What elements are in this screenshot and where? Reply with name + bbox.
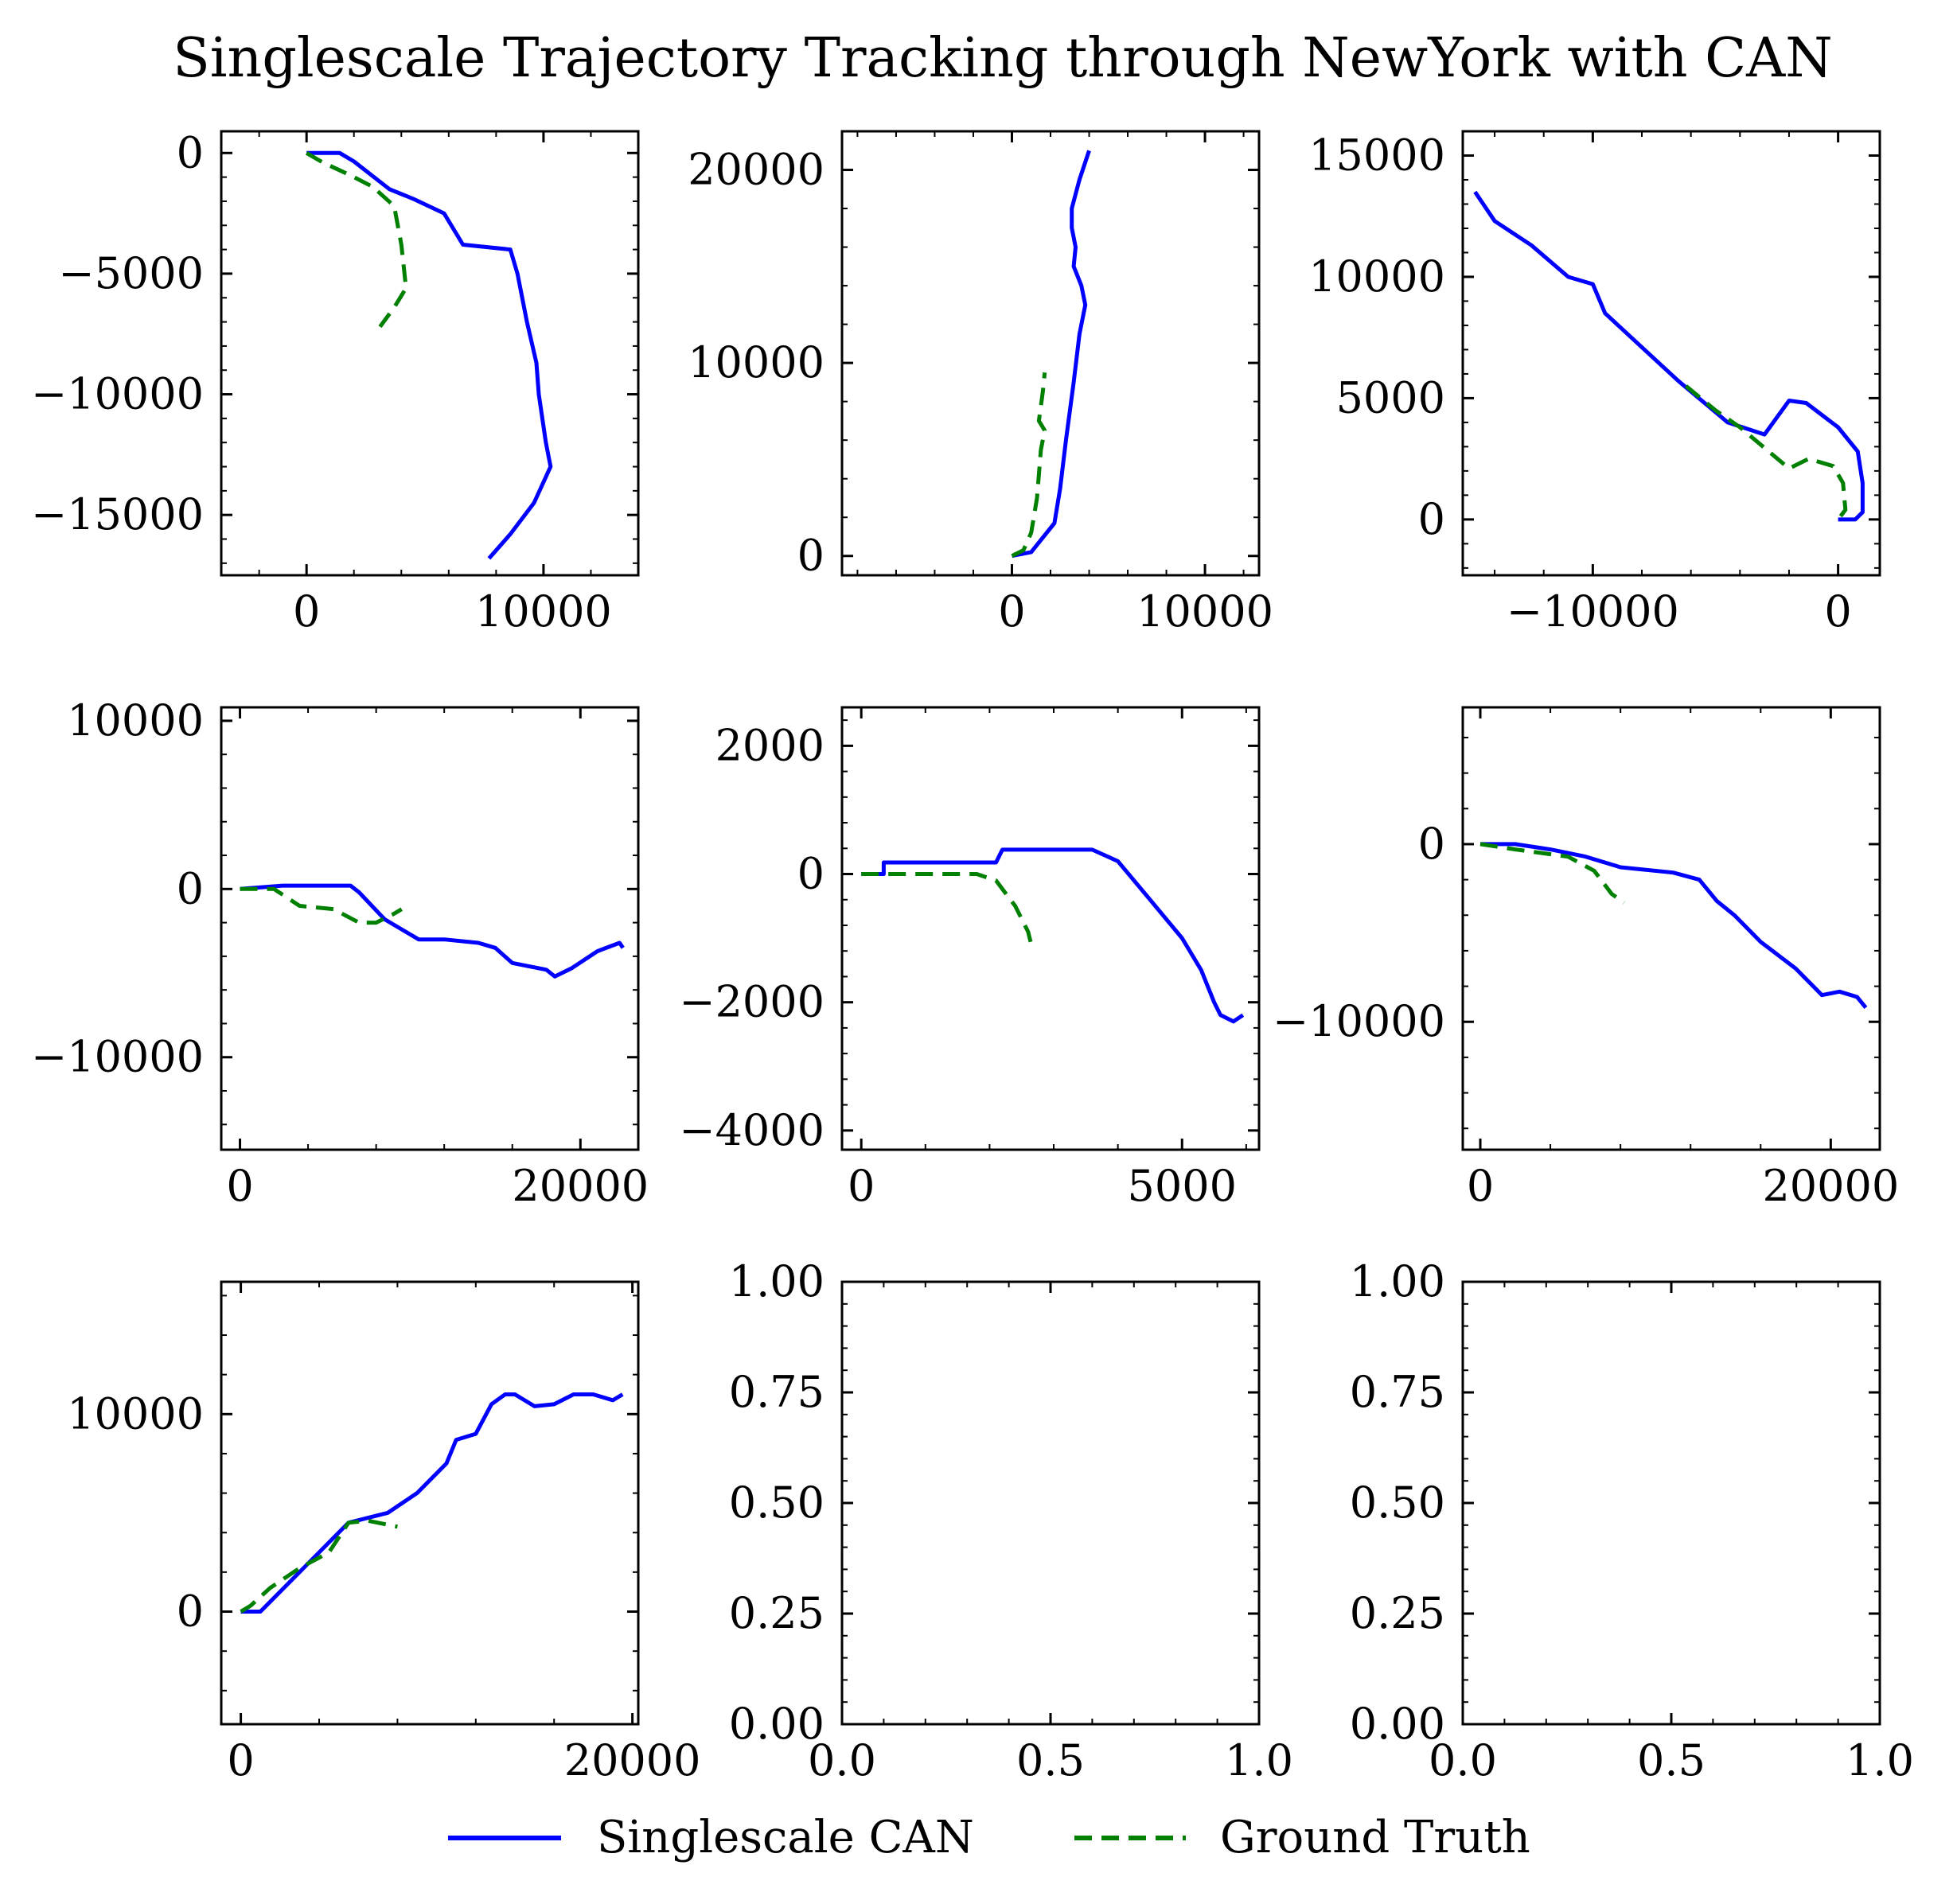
x-tick-label: 10000 (475, 586, 612, 637)
subplot-1: 0 10000 0 −5000 −10000 −15000 (31, 127, 640, 637)
y-tick-label: 15000 (1308, 130, 1445, 180)
y-tick-label: 0.25 (1350, 1588, 1445, 1638)
subplot-1-series (305, 150, 553, 560)
y-tick-label: −10000 (31, 1032, 204, 1082)
x-tick-label: 20000 (564, 1735, 701, 1785)
singlescale-can-line (240, 1392, 624, 1614)
y-tick-label: 0.75 (729, 1367, 825, 1417)
ground-truth-line (240, 886, 403, 925)
x-tick-label: 5000 (1128, 1161, 1237, 1211)
y-tick-label: 0 (797, 849, 825, 899)
ground-truth-line (1684, 384, 1848, 521)
x-tick-label: 0 (1824, 586, 1851, 637)
subplot-5: 0 5000 2000 0 −2000 −4000 (679, 706, 1261, 1211)
y-tick-label: 0 (177, 1587, 204, 1637)
singlescale-can-line (1012, 150, 1091, 559)
y-tick-label: 0 (177, 863, 204, 913)
x-tick-label: 0 (226, 1161, 253, 1211)
x-tick-label: 0.5 (1016, 1735, 1085, 1785)
y-tick-label: 5000 (1336, 372, 1445, 422)
ground-truth-line (305, 151, 408, 329)
y-tick-label: 1.00 (1350, 1256, 1445, 1306)
legend-label-ground-truth: Ground Truth (1220, 1812, 1530, 1863)
y-tick-label: 0.50 (729, 1478, 825, 1528)
x-tick-label: −10000 (1507, 586, 1679, 637)
y-tick-label: 10000 (1308, 251, 1445, 302)
subplot-4-frame (220, 706, 640, 1151)
y-tick-label: 1.00 (729, 1256, 825, 1306)
x-tick-label: 0 (848, 1161, 875, 1211)
x-tick-label: 0 (293, 586, 320, 637)
legend-label-singlescale-can: Singlescale CAN (597, 1812, 974, 1863)
ground-truth-line (861, 872, 1034, 945)
y-tick-label: −4000 (679, 1105, 825, 1155)
y-tick-label: 0.75 (1350, 1367, 1445, 1417)
subplot-4: 0 20000 10000 0 −10000 (31, 695, 649, 1211)
y-tick-label: 0 (1418, 494, 1445, 544)
subplot-3-series (1473, 190, 1865, 522)
subplot-6-frame (1461, 706, 1881, 1151)
subplot-2: 0 10000 0 10000 20000 (688, 130, 1273, 637)
y-tick-label: 0 (177, 127, 204, 177)
y-tick-label: 10000 (67, 1388, 204, 1439)
x-tick-label: 0.0 (1429, 1735, 1497, 1785)
x-tick-label: 10000 (1136, 586, 1273, 637)
x-tick-label: 1.0 (1225, 1735, 1293, 1785)
y-tick-label: −5000 (58, 248, 204, 298)
x-tick-label: 0.0 (808, 1735, 876, 1785)
subplot-5-frame (840, 706, 1261, 1151)
y-tick-label: 10000 (67, 695, 204, 746)
y-tick-label: 0.50 (1350, 1478, 1445, 1528)
singlescale-can-line (1480, 842, 1868, 1009)
figure-title: Singlescale Trajectory Tracking through … (173, 27, 1833, 90)
subplot-6-series (1479, 842, 1868, 1009)
x-tick-label: 0 (227, 1735, 254, 1785)
y-tick-label: 0.00 (729, 1699, 825, 1749)
subplot-8: 0.0 0.5 1.0 0.00 0.25 0.50 0.75 1.00 (729, 1256, 1293, 1785)
y-tick-label: 20000 (688, 145, 825, 195)
subplot-1-frame (220, 130, 640, 577)
y-tick-label: −10000 (31, 369, 204, 419)
y-tick-label: 10000 (688, 337, 825, 387)
y-tick-label: −2000 (679, 977, 825, 1027)
subplot-9-frame (1461, 1280, 1881, 1726)
ground-truth-line (1479, 842, 1626, 905)
subplot-7: 0 20000 10000 0 (67, 1280, 701, 1785)
subplot-grid: 0 10000 0 −5000 −10000 −15000 0 10000 0 10000 2000… (31, 127, 1914, 1785)
subplot-7-frame (220, 1280, 640, 1726)
y-tick-label: −15000 (31, 489, 204, 539)
subplot-4-series (240, 883, 625, 979)
subplot-3: −10000 0 0 5000 10000 15000 (1308, 130, 1881, 637)
x-tick-label: 20000 (1762, 1161, 1899, 1211)
x-tick-label: 1.0 (1846, 1735, 1914, 1785)
subplot-6: 0 20000 0 −10000 (1273, 706, 1899, 1211)
singlescale-can-line (1473, 190, 1865, 522)
singlescale-can-line (240, 883, 625, 979)
ground-truth-line (1011, 372, 1047, 558)
legend: Singlescale CAN Ground Truth (448, 1812, 1530, 1863)
y-tick-label: 0 (1418, 819, 1445, 869)
x-tick-label: 0 (1467, 1161, 1494, 1211)
y-tick-label: 0.25 (729, 1588, 825, 1638)
y-tick-label: −10000 (1273, 996, 1445, 1046)
subplot-2-series (1011, 150, 1091, 559)
y-tick-label: 0.00 (1350, 1699, 1445, 1749)
subplot-8-frame (840, 1280, 1261, 1726)
x-tick-label: 0.5 (1637, 1735, 1706, 1785)
subplot-9: 0.0 0.5 1.0 0.00 0.25 0.50 0.75 1.00 (1350, 1256, 1914, 1785)
subplot-3-frame (1461, 130, 1881, 577)
subplot-5-series (861, 847, 1245, 1024)
singlescale-can-line (861, 847, 1245, 1024)
subplot-2-frame (840, 130, 1261, 577)
singlescale-can-line (306, 150, 553, 560)
y-tick-label: 0 (797, 531, 825, 581)
ground-truth-line (240, 1518, 398, 1614)
x-tick-label: 20000 (512, 1161, 649, 1211)
x-tick-label: 0 (998, 586, 1025, 637)
subplot-7-series (240, 1392, 624, 1614)
y-tick-label: 2000 (715, 720, 825, 770)
